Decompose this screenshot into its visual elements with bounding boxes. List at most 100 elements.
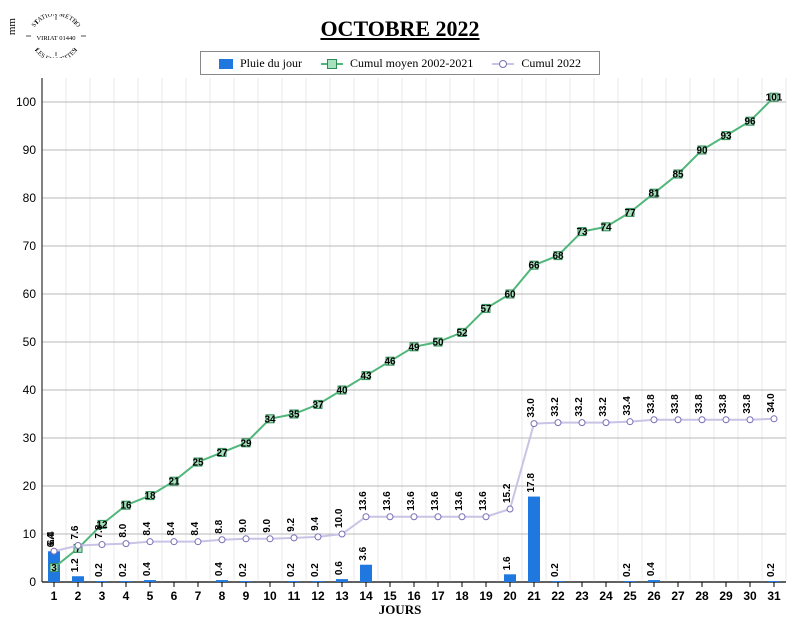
svg-text:21: 21: [527, 589, 541, 603]
svg-text:18: 18: [455, 589, 469, 603]
svg-text:16: 16: [407, 589, 421, 603]
svg-text:20: 20: [503, 589, 517, 603]
svg-text:13.6: 13.6: [454, 491, 465, 511]
y-axis-label: mm: [6, 18, 18, 35]
legend-swatch-bar: [219, 59, 233, 69]
chart-title: OCTOBRE 2022: [0, 16, 800, 42]
svg-text:29: 29: [719, 589, 733, 603]
svg-text:8: 8: [219, 589, 226, 603]
svg-text:22: 22: [551, 589, 565, 603]
svg-text:13: 13: [335, 589, 349, 603]
svg-text:VIRIAT 01440: VIRIAT 01440: [36, 35, 75, 42]
svg-text:18: 18: [144, 491, 156, 502]
legend-item-cumul: Cumul 2022: [492, 56, 581, 71]
svg-text:20: 20: [23, 479, 37, 493]
legend-label-moyen: Cumul moyen 2002-2021: [350, 56, 473, 70]
svg-text:15.2: 15.2: [502, 483, 513, 503]
svg-text:9.2: 9.2: [286, 518, 297, 532]
svg-text:66: 66: [528, 261, 540, 272]
bar: [768, 581, 780, 582]
svg-text:46: 46: [384, 357, 396, 368]
svg-text:1.6: 1.6: [502, 556, 513, 570]
svg-text:23: 23: [575, 589, 589, 603]
svg-text:33.2: 33.2: [550, 397, 561, 417]
svg-text:17.8: 17.8: [526, 473, 537, 493]
svg-text:33.8: 33.8: [718, 394, 729, 414]
svg-text:49: 49: [408, 342, 420, 353]
bar: [360, 565, 372, 582]
svg-text:7.8: 7.8: [94, 524, 105, 538]
svg-text:93: 93: [720, 131, 732, 142]
svg-text:43: 43: [360, 371, 372, 382]
svg-text:13.6: 13.6: [382, 491, 393, 511]
svg-text:33.8: 33.8: [742, 394, 753, 414]
bar: [336, 579, 348, 582]
legend-item-pluie: Pluie du jour: [219, 56, 302, 71]
svg-text:90: 90: [23, 143, 37, 157]
bar: [72, 576, 84, 582]
svg-text:27: 27: [671, 589, 685, 603]
svg-text:33.8: 33.8: [670, 394, 681, 414]
svg-text:33.2: 33.2: [574, 397, 585, 417]
svg-text:77: 77: [624, 208, 636, 219]
svg-text:11: 11: [288, 589, 301, 603]
bar: [216, 580, 228, 582]
svg-text:3.6: 3.6: [358, 546, 369, 560]
svg-text:9.0: 9.0: [262, 518, 273, 532]
plot-area: 0102030405060708090100123456789101112131…: [42, 78, 786, 582]
svg-text:68: 68: [552, 251, 564, 262]
svg-text:73: 73: [576, 227, 588, 238]
svg-text:8.4: 8.4: [166, 521, 177, 535]
svg-text:10: 10: [263, 589, 277, 603]
svg-text:60: 60: [504, 290, 516, 301]
svg-text:0.4: 0.4: [142, 562, 153, 576]
svg-text:30: 30: [23, 431, 37, 445]
bar: [312, 581, 324, 582]
bar: [240, 581, 252, 582]
svg-text:10.0: 10.0: [334, 508, 345, 528]
svg-text:8.8: 8.8: [214, 519, 225, 533]
svg-text:3: 3: [51, 563, 57, 574]
svg-text:33.2: 33.2: [598, 397, 609, 417]
svg-text:0.2: 0.2: [550, 563, 561, 577]
svg-text:14: 14: [359, 589, 373, 603]
svg-text:85: 85: [672, 170, 684, 181]
svg-text:1: 1: [51, 589, 58, 603]
svg-text:6.4: 6.4: [46, 533, 57, 547]
svg-text:13.6: 13.6: [406, 491, 417, 511]
svg-text:0.2: 0.2: [118, 563, 129, 577]
bar: [648, 580, 660, 582]
svg-text:2: 2: [75, 589, 82, 603]
svg-text:70: 70: [23, 239, 37, 253]
svg-text:40: 40: [23, 383, 37, 397]
svg-text:8.0: 8.0: [118, 523, 129, 537]
svg-text:21: 21: [168, 477, 180, 488]
svg-text:25: 25: [192, 458, 204, 469]
svg-text:33.8: 33.8: [694, 394, 705, 414]
svg-text:9.4: 9.4: [310, 517, 321, 531]
legend-swatch-moyen: [321, 59, 343, 69]
svg-text:13.6: 13.6: [358, 491, 369, 511]
svg-text:13.6: 13.6: [430, 491, 441, 511]
svg-text:3: 3: [99, 589, 106, 603]
svg-text:50: 50: [432, 338, 444, 349]
svg-text:0.2: 0.2: [286, 563, 297, 577]
svg-text:24: 24: [599, 589, 613, 603]
svg-text:33.0: 33.0: [526, 398, 537, 418]
svg-text:60: 60: [23, 287, 37, 301]
svg-text:31: 31: [767, 589, 781, 603]
svg-text:27: 27: [216, 448, 228, 459]
svg-text:0.2: 0.2: [622, 563, 633, 577]
svg-text:40: 40: [336, 386, 348, 397]
svg-text:4: 4: [123, 589, 130, 603]
svg-text:80: 80: [23, 191, 37, 205]
svg-text:10: 10: [23, 527, 37, 541]
svg-text:0.4: 0.4: [214, 562, 225, 576]
legend-label-pluie: Pluie du jour: [240, 56, 302, 70]
x-axis-label: JOURS: [0, 602, 800, 618]
svg-text:33.8: 33.8: [646, 394, 657, 414]
svg-text:0.2: 0.2: [766, 563, 777, 577]
svg-text:6: 6: [171, 589, 178, 603]
svg-text:9: 9: [243, 589, 250, 603]
svg-text:37: 37: [312, 400, 324, 411]
